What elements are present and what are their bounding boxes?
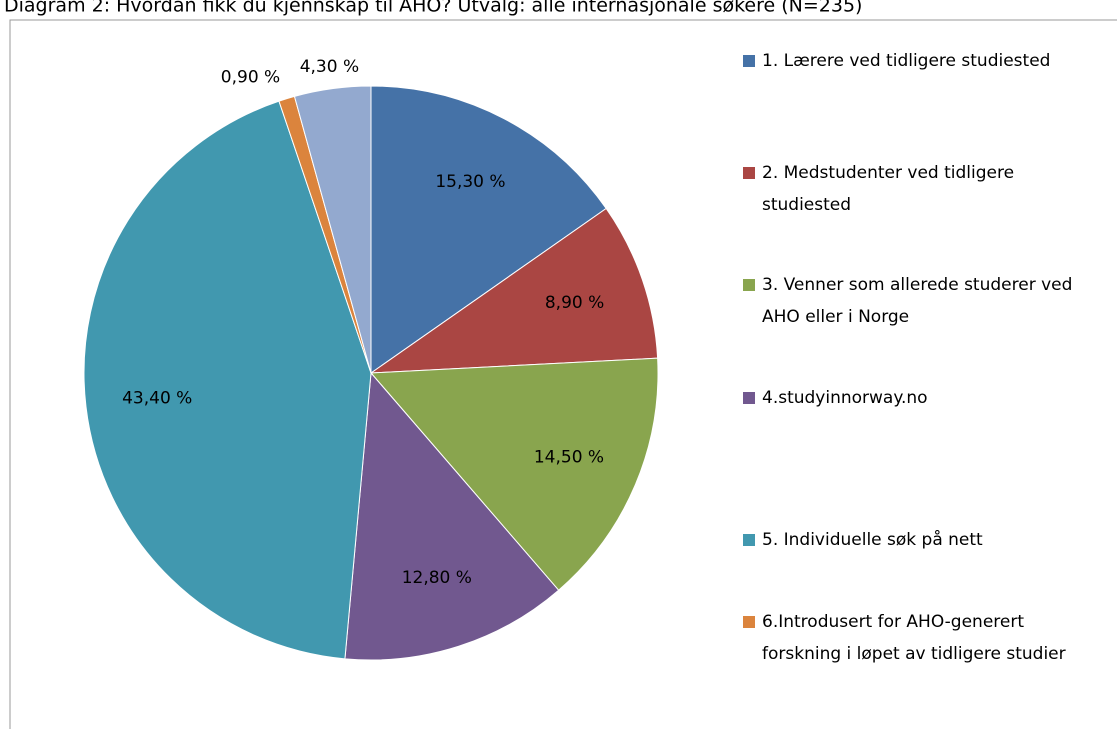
data-label: 43,40 % (122, 388, 192, 408)
legend-label: 5. Individuelle søk på nett (762, 529, 983, 550)
legend-label: 3. Venner som allerede studerer ved AHO … (762, 275, 1078, 327)
legend-swatch (743, 392, 755, 404)
legend-line: 1. Lærere ved tidligere studiested (762, 51, 1050, 71)
data-label: 12,80 % (402, 568, 472, 588)
pie-slice (369, 357, 659, 591)
legend-swatch (743, 279, 755, 291)
pie-slice (344, 371, 560, 661)
legend-line: 3. Venner som allerede studerer ved (762, 275, 1078, 295)
legend-swatch (743, 616, 755, 628)
legend-line: forskning i løpet av tidligere studier (762, 644, 1066, 664)
legend-label: 2. Medstudenter ved tidligere studiested (762, 163, 1019, 215)
legend-swatch (743, 55, 755, 67)
legend-swatch (743, 167, 755, 179)
legend-line: 6.Introdusert for AHO-generert (762, 612, 1029, 632)
data-label: 8,90 % (545, 293, 604, 313)
pie-slice (369, 207, 659, 374)
legend-line: 4.studyinnorway.no (762, 388, 928, 408)
legend-label: 6.Introdusert for AHO-generert forskning… (762, 612, 1066, 664)
data-label: 4,30 % (300, 57, 359, 77)
legend-swatch (743, 534, 755, 546)
data-label: 0,90 % (221, 68, 280, 88)
legend-label: 1. Lærere ved tidligere studiested (762, 51, 1050, 71)
legend-line: AHO eller i Norge (762, 307, 909, 327)
data-label: 15,30 % (435, 172, 505, 192)
chart-title: Diagram 2: Hvordan fikk du kjennskap til… (4, 0, 862, 17)
pie-slice (370, 85, 607, 374)
legend-line: 2. Medstudenter ved tidligere (762, 163, 1019, 183)
data-label: 14,50 % (534, 447, 604, 467)
pie-slice (83, 100, 372, 660)
legend-line: studiested (762, 195, 851, 215)
legend-label: 4.studyinnorway.no (762, 388, 928, 408)
pie-slice (293, 85, 372, 374)
legend-line: 5. Individuelle søk på nett (762, 529, 983, 550)
